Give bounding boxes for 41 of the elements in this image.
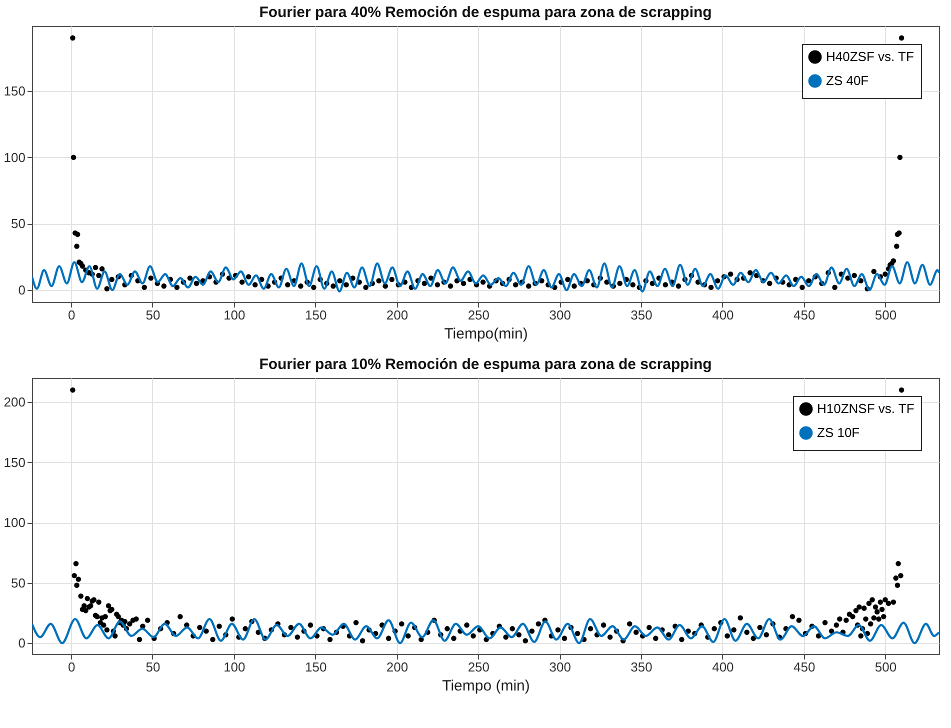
legend-label: ZS 40F: [826, 73, 869, 88]
y-tick-label: 50: [11, 216, 26, 232]
y-tick-label: 100: [4, 515, 26, 530]
x-tick-label: 450: [793, 308, 816, 322]
y-tick-label: 200: [4, 394, 26, 410]
x-tick-label: 200: [386, 308, 408, 322]
x-tick-label: 50: [146, 308, 160, 322]
x-tick-label: 450: [793, 660, 816, 674]
line-series: [32, 618, 939, 644]
legend-label: H40ZSF vs. TF: [826, 49, 914, 64]
y-tick-label: 150: [4, 84, 26, 99]
x-tick-label: 0: [68, 660, 76, 674]
legend-label: H10ZNSF vs. TF: [817, 401, 914, 416]
y-tick-label: 100: [4, 150, 26, 165]
x-tick-label: 250: [468, 308, 490, 322]
chart-title: Fourier para 10% Remoción de espuma para zona de scrapping: [259, 356, 712, 373]
x-tick-label: 50: [146, 660, 160, 674]
y-tick-label: 0: [18, 636, 26, 651]
x-tick-label: 150: [304, 308, 327, 322]
chart-title: Fourier para 40% Remoción de espuma para zona de scrapping: [259, 4, 712, 21]
x-tick-label: 400: [712, 660, 734, 674]
x-tick-label: 400: [712, 308, 734, 322]
x-tick-label: 350: [630, 660, 652, 674]
x-tick-label: 500: [874, 308, 897, 322]
x-tick-label: 100: [224, 660, 246, 674]
x-tick-label: 150: [304, 660, 327, 674]
line-series: [32, 261, 939, 292]
x-tick-label: 350: [630, 308, 652, 322]
x-tick-label: 300: [549, 660, 571, 674]
x-tick-label: 100: [224, 308, 246, 322]
x-tick-label: 500: [874, 660, 897, 674]
x-axis-title: Tiempo(min): [444, 326, 528, 342]
x-tick-label: 250: [468, 660, 490, 674]
y-tick-label: 150: [4, 454, 26, 470]
x-tick-label: 200: [386, 660, 408, 674]
x-tick-label: 300: [549, 308, 571, 322]
y-tick-label: 0: [18, 282, 26, 298]
y-tick-label: 50: [11, 575, 26, 590]
legend-label: ZS 10F: [817, 425, 860, 440]
x-axis-title: Tiempo (min): [442, 678, 530, 694]
x-tick-label: 0: [68, 308, 76, 322]
